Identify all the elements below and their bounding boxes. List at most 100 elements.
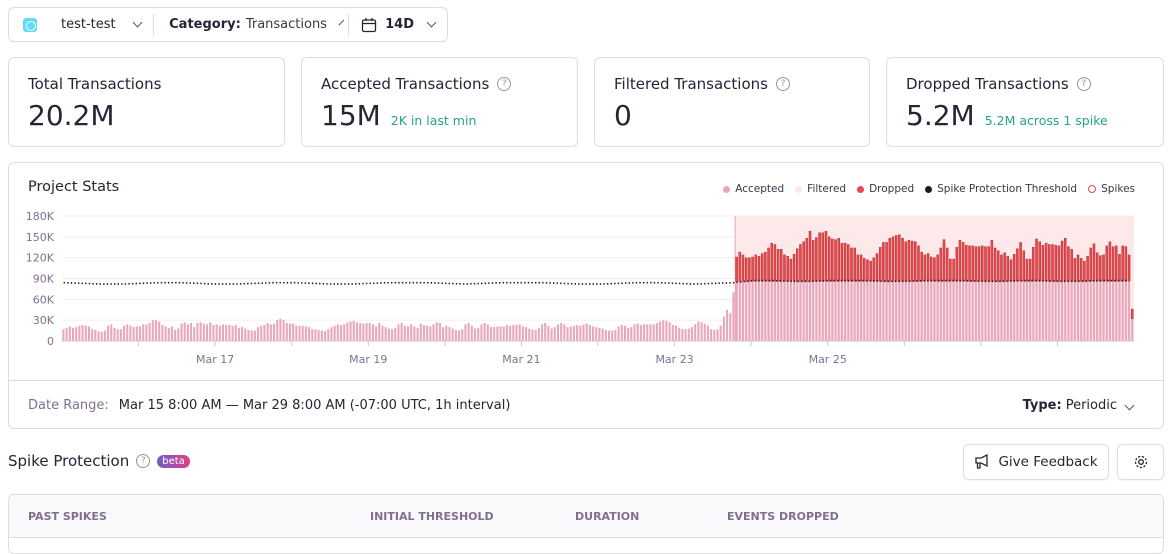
dropped-bar	[1051, 244, 1054, 282]
legend-spikes[interactable]: Spikes	[1088, 183, 1135, 195]
accepted-bar	[1131, 318, 1134, 341]
dropped-bar	[773, 244, 777, 282]
accepted-bar	[100, 331, 103, 341]
accepted-bar	[247, 329, 250, 341]
dropped-bar	[1102, 254, 1105, 282]
accepted-bar	[719, 325, 722, 341]
column-duration: DURATION	[575, 510, 640, 523]
accepted-bar	[537, 327, 540, 341]
accepted-bar	[391, 329, 394, 341]
dropped-bar	[1083, 260, 1086, 282]
accepted-bar	[387, 328, 390, 341]
legend-threshold[interactable]: Spike Protection Threshold	[925, 183, 1077, 195]
accepted-bar	[1051, 281, 1054, 341]
card-value: 15M	[321, 99, 381, 132]
chart-title: Project Stats	[28, 179, 120, 195]
accepted-bar	[470, 325, 473, 341]
divider	[153, 13, 155, 36]
accepted-bar	[844, 281, 847, 341]
accepted-bar	[276, 320, 279, 341]
dropped-bar	[818, 232, 821, 282]
category-selector[interactable]: Category: Transactions	[154, 8, 348, 41]
accepted-bar	[770, 281, 773, 341]
help-icon[interactable]: ?	[136, 454, 151, 468]
help-icon[interactable]: ?	[1076, 77, 1091, 91]
help-icon[interactable]: ?	[775, 77, 790, 91]
accepted-bar	[272, 323, 276, 341]
accepted-bar	[512, 325, 515, 341]
accepted-bar	[946, 281, 949, 341]
legend-filtered[interactable]: Filtered	[795, 183, 846, 195]
accepted-bar	[454, 329, 457, 341]
give-feedback-button[interactable]: Give Feedback	[963, 444, 1109, 480]
accepted-bar	[824, 281, 828, 341]
dropped-bar	[1041, 244, 1045, 282]
dropped-bar	[796, 248, 799, 282]
accepted-bar	[630, 327, 633, 341]
accepted-bar	[703, 323, 706, 341]
accepted-bar	[164, 326, 167, 341]
dropped-bar	[827, 236, 831, 282]
dropped-bar	[952, 258, 955, 282]
dropped-bar	[885, 242, 888, 282]
accepted-bar	[789, 281, 792, 341]
accepted-bar	[942, 281, 946, 341]
accepted-bar	[1061, 281, 1064, 341]
accepted-bar	[473, 328, 477, 341]
legend-dropped[interactable]: Dropped	[857, 183, 914, 195]
accepted-bar	[875, 281, 879, 341]
accepted-bar	[783, 281, 786, 341]
column-initial-threshold: INITIAL THRESHOLD	[370, 510, 494, 523]
type-value: Periodic	[1065, 397, 1117, 413]
dropped-bar	[1054, 244, 1057, 282]
accepted-bar	[202, 323, 205, 341]
accepted-bar	[212, 325, 215, 341]
accepted-bar	[413, 326, 416, 341]
accepted-bar	[681, 329, 684, 341]
accepted-bar	[205, 324, 209, 341]
accepted-bar	[668, 322, 671, 341]
dropped-bar	[770, 242, 773, 282]
accepted-bar	[1096, 281, 1099, 341]
dropped-bar	[799, 244, 802, 282]
accepted-bar	[927, 281, 930, 341]
accepted-bar	[336, 324, 339, 341]
accepted-bar	[129, 325, 132, 341]
type-selector[interactable]: Type: Periodic	[1023, 397, 1135, 413]
project-selector[interactable]: test-test	[9, 8, 153, 41]
accepted-bar	[502, 326, 505, 341]
period-selector[interactable]: 14D	[349, 8, 447, 41]
accepted-bar	[687, 328, 690, 341]
accepted-bar	[346, 322, 349, 341]
accepted-bar	[684, 329, 687, 341]
accepted-bar	[971, 281, 974, 341]
accepted-bar	[1048, 281, 1051, 341]
accepted-bar	[62, 329, 65, 341]
accepted-bar	[620, 325, 623, 341]
dropped-bar	[859, 254, 863, 282]
accepted-bar	[812, 281, 815, 341]
accepted-bar	[671, 325, 674, 341]
accepted-bar	[598, 327, 601, 341]
y-tick-label: 150K	[26, 231, 55, 244]
accepted-bar	[1070, 281, 1073, 341]
dropped-bar	[917, 245, 920, 282]
accepted-bar	[170, 326, 173, 341]
accepted-bar	[662, 320, 665, 341]
accepted-bar	[432, 324, 435, 341]
dropped-bar	[1016, 248, 1019, 282]
megaphone-icon	[975, 454, 989, 469]
column-events-dropped: EVENTS DROPPED	[727, 510, 839, 523]
accepted-bar	[863, 281, 866, 341]
help-icon[interactable]: ?	[497, 77, 512, 91]
accepted-bar	[158, 321, 161, 341]
accepted-bar	[1112, 281, 1115, 341]
accepted-bar	[923, 281, 926, 341]
dropped-bar	[1057, 245, 1061, 282]
dropped-bar	[974, 246, 978, 282]
accepted-bar	[659, 321, 662, 341]
accepted-bar	[729, 313, 732, 341]
settings-button[interactable]	[1117, 444, 1164, 480]
accepted-bar	[710, 329, 713, 341]
legend-accepted[interactable]: Accepted	[723, 183, 784, 195]
